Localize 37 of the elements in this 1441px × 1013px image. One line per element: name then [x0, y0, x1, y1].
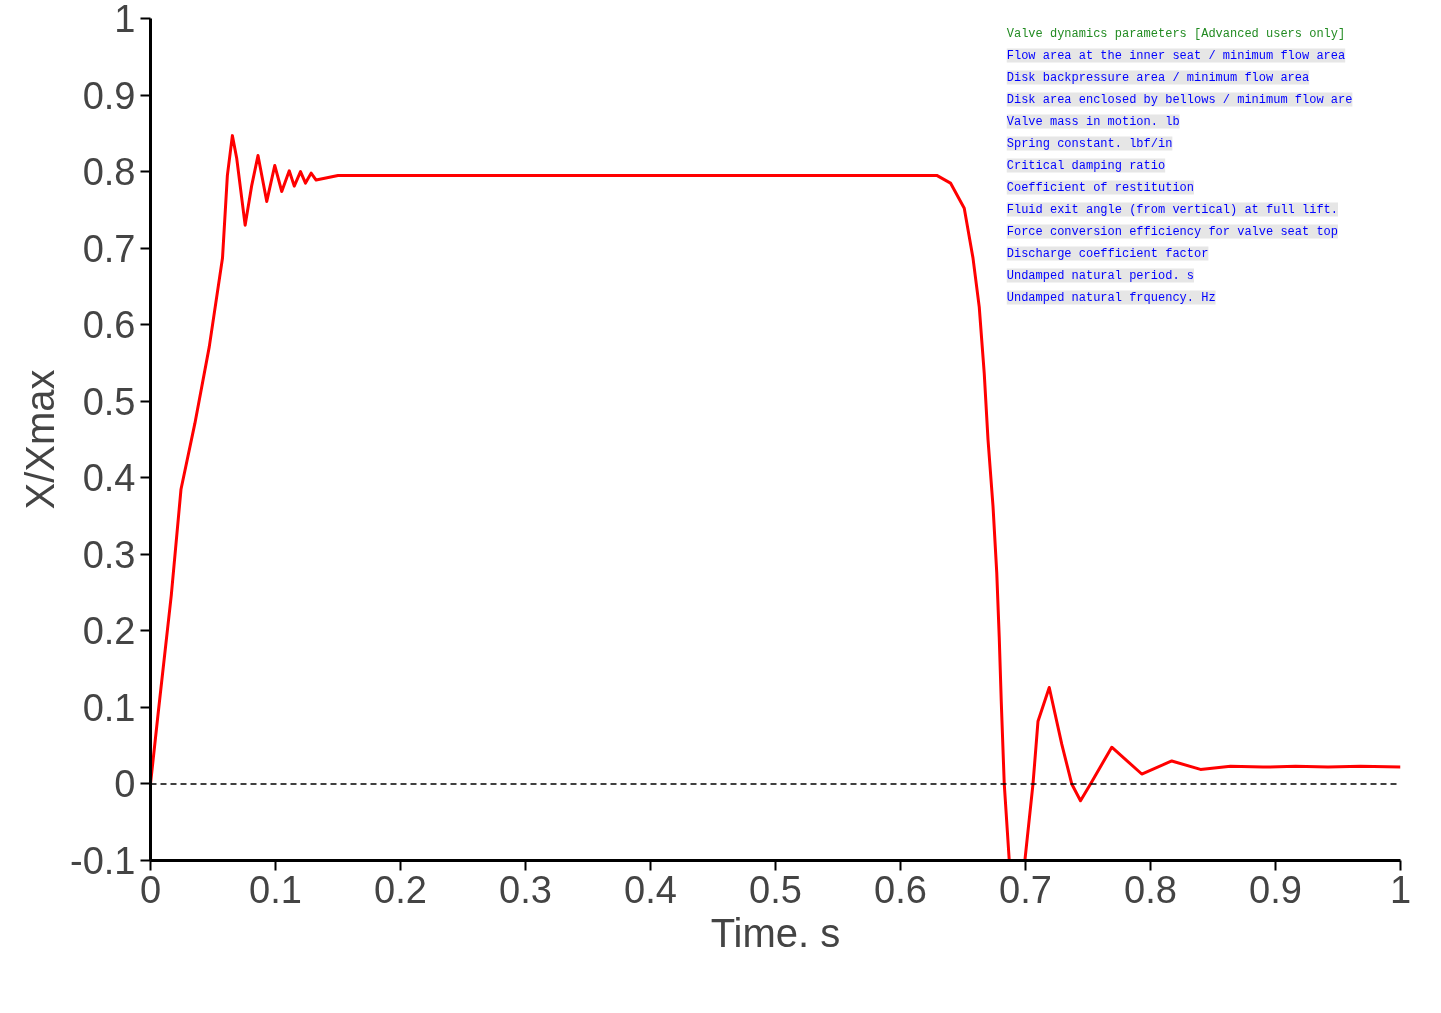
y-tick-label: 0.4 [82, 457, 136, 500]
annotation: Disk area enclosed by bellows / minimum flow are [1006, 92, 1353, 107]
x-tick-label: 0.4 [624, 868, 677, 911]
y-tick-label: 0.1 [82, 686, 136, 729]
x-axis-title: Time. s [710, 910, 841, 955]
y-tick-label: 0 [114, 763, 136, 806]
x-tick-label: 0.7 [999, 868, 1052, 911]
y-tick-label: 0.7 [82, 227, 136, 270]
x-tick-label: 0.9 [1249, 868, 1302, 911]
annotation: Valve mass in motion. lb [1006, 114, 1180, 129]
y-tick-label: 0.9 [82, 74, 136, 117]
x-tick-label: 1 [1389, 868, 1412, 911]
y-tick-label: 0.2 [82, 610, 136, 653]
annotation: Undamped natural period. s [1006, 268, 1194, 283]
x-tick-label: 0.3 [499, 868, 552, 911]
x-tick-label: 0.5 [749, 868, 802, 911]
x-tick-label: 0.6 [874, 868, 927, 911]
annotation: Flow area at the inner seat / minimum flow area [1006, 48, 1346, 63]
x-tick-label: 0.2 [374, 868, 427, 911]
annotation: Critical damping ratio [1006, 158, 1166, 173]
annotation: Coefficient of restitution [1006, 180, 1194, 195]
x-tick-label: 0.8 [1124, 868, 1177, 911]
annotation: Discharge coefficient factor [1006, 246, 1209, 261]
y-axis-title: X/Xmax [18, 369, 63, 510]
annotation: Valve dynamics parameters [Advanced users only] [1006, 26, 1346, 41]
y-tick-label: 0.6 [82, 304, 136, 347]
annotation: Fluid exit angle (from vertical) at full lift. [1006, 202, 1339, 217]
x-tick-label: 0.1 [249, 868, 302, 911]
annotation: Undamped natural frquency. Hz [1006, 290, 1216, 305]
y-tick-label: 1 [114, 0, 136, 40]
annotation: Force conversion efficiency for valve seat top [1006, 224, 1339, 239]
y-tick-label: 0.3 [82, 533, 136, 576]
annotation: Disk backpressure area / minimum flow area [1006, 70, 1310, 85]
y-tick-label: 0.5 [82, 380, 136, 423]
y-tick-label: 0.8 [82, 151, 136, 194]
annotation: Spring constant. lbf/in [1006, 136, 1173, 151]
y-tick-label: -0.1 [70, 840, 136, 882]
